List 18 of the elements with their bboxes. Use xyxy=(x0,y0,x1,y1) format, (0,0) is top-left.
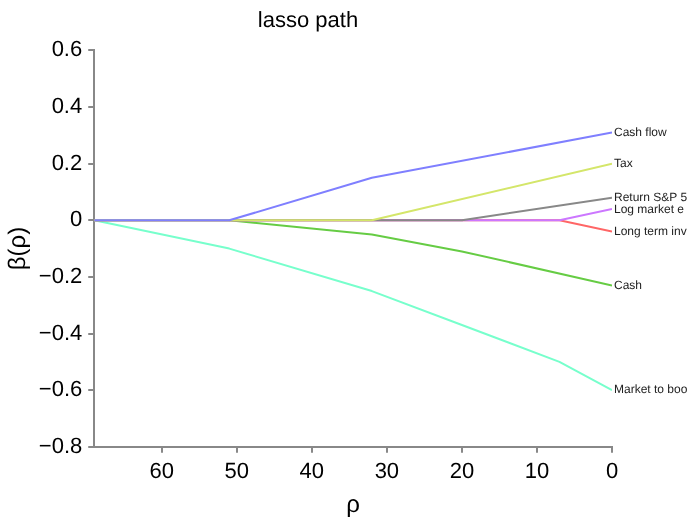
x-tick-label: 40 xyxy=(299,460,325,485)
x-tick-label: 30 xyxy=(374,460,400,485)
y-tick-label: 0.2 xyxy=(51,151,83,176)
x-tick-label: 60 xyxy=(149,460,175,485)
x-tick-label: 20 xyxy=(449,460,475,485)
y-tick-label: −0.4 xyxy=(38,321,83,346)
y-tick-label: 0.6 xyxy=(51,38,83,63)
y-tick-label: −0.6 xyxy=(38,378,83,403)
y-axis-title: β(ρ) xyxy=(3,226,32,271)
x-tick-label: 10 xyxy=(524,460,550,485)
y-tick-label: −0.2 xyxy=(38,264,83,289)
chart-title: lasso path xyxy=(257,9,359,34)
y-tick-label: 0.4 xyxy=(51,95,83,120)
x-tick-label: 50 xyxy=(224,460,250,485)
y-tick-label: 0 xyxy=(69,208,83,233)
x-tick-label: 0 xyxy=(605,460,619,485)
y-tick-label: −0.8 xyxy=(38,434,83,459)
x-axis-title: ρ xyxy=(346,490,361,519)
